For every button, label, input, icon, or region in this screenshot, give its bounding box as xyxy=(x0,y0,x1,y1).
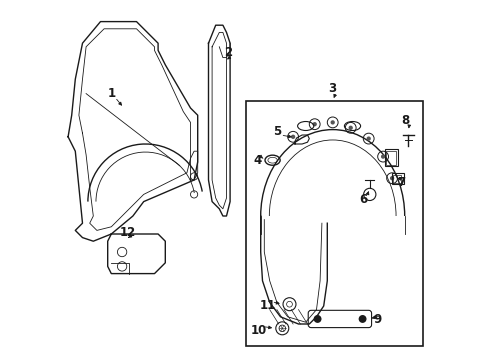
Text: 2: 2 xyxy=(224,46,232,59)
Circle shape xyxy=(380,154,385,159)
Circle shape xyxy=(366,136,370,141)
Text: 11: 11 xyxy=(259,299,275,312)
Text: 4: 4 xyxy=(252,154,261,167)
Text: 8: 8 xyxy=(401,114,409,127)
Text: 10: 10 xyxy=(250,324,266,337)
Circle shape xyxy=(389,176,393,180)
Text: 3: 3 xyxy=(328,82,336,95)
Bar xyxy=(384,149,397,166)
Circle shape xyxy=(359,316,365,322)
Text: 6: 6 xyxy=(359,193,366,206)
Text: 12: 12 xyxy=(119,226,135,239)
Circle shape xyxy=(312,122,316,126)
Circle shape xyxy=(330,120,334,125)
Bar xyxy=(392,175,400,183)
Text: 1: 1 xyxy=(107,87,115,100)
Circle shape xyxy=(314,316,320,322)
Bar xyxy=(385,151,395,165)
Text: 5: 5 xyxy=(272,125,281,138)
Bar xyxy=(246,101,422,346)
Text: 9: 9 xyxy=(373,313,381,326)
Circle shape xyxy=(348,126,352,130)
Text: 7: 7 xyxy=(396,176,405,189)
Circle shape xyxy=(290,135,295,139)
Bar xyxy=(391,173,403,184)
